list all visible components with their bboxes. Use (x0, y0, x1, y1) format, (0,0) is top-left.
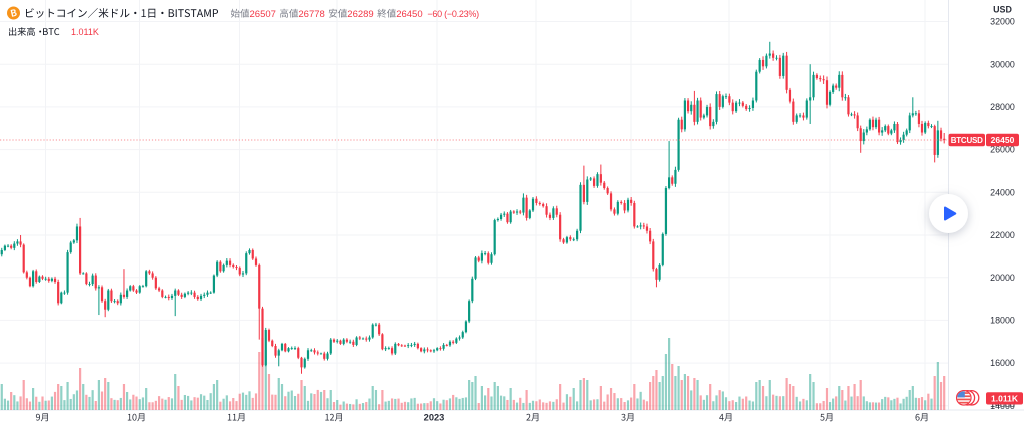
svg-text:BTCUSD: BTCUSD (951, 136, 983, 145)
svg-text:32000: 32000 (990, 17, 1015, 27)
svg-text:24000: 24000 (990, 187, 1015, 197)
svg-text:26000: 26000 (990, 145, 1015, 155)
svg-text:−60 (−0.23%): −60 (−0.23%) (427, 9, 479, 19)
svg-text:30000: 30000 (990, 59, 1015, 69)
svg-text:20000: 20000 (990, 273, 1015, 283)
svg-text:18000: 18000 (990, 316, 1015, 326)
svg-text:USD: USD (993, 5, 1012, 15)
svg-text:22000: 22000 (990, 230, 1015, 240)
svg-text:26450: 26450 (991, 135, 1015, 145)
svg-text:26507: 26507 (250, 9, 276, 20)
svg-text:2023: 2023 (424, 413, 445, 423)
svg-text:28000: 28000 (990, 102, 1015, 112)
svg-text:26778: 26778 (298, 9, 324, 20)
svg-text:1.011K: 1.011K (71, 27, 99, 37)
svg-text:26289: 26289 (347, 9, 373, 20)
svg-text:1.011K: 1.011K (991, 394, 1019, 404)
svg-text:14000: 14000 (990, 401, 1015, 411)
svg-text:26450: 26450 (396, 9, 422, 20)
svg-text:16000: 16000 (990, 358, 1015, 368)
